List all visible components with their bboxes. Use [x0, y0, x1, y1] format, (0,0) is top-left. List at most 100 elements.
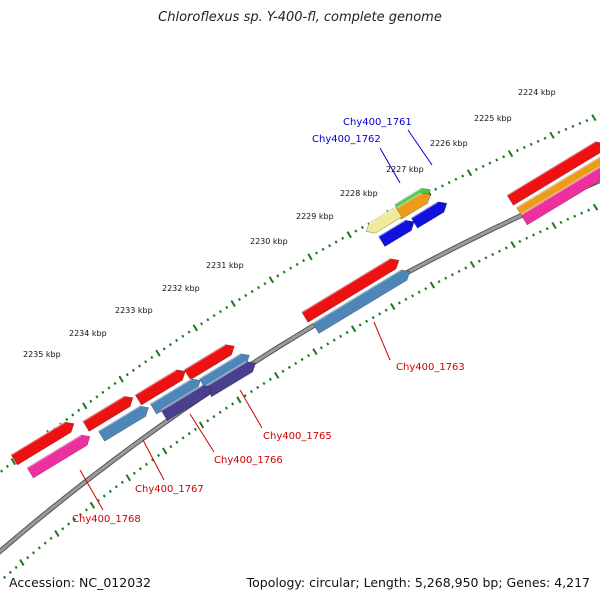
scale-tick: [151, 458, 155, 462]
gene-arrow: [365, 206, 403, 234]
scale-tick: [89, 501, 96, 509]
map-title: Chloroflexus sp. Y-400-fl, complete geno…: [158, 10, 442, 25]
scale-tick: [350, 325, 357, 333]
scale-tick: [319, 346, 323, 350]
scale-tick: [89, 399, 93, 403]
gene-arrow-highlight: [82, 395, 125, 422]
scale-tick: [132, 471, 136, 475]
scale-tick: [144, 462, 148, 466]
scale-tick: [77, 408, 81, 412]
scale-tick: [440, 184, 444, 188]
scale-label: 2235 kbp: [23, 350, 61, 359]
scale-tick: [157, 453, 161, 457]
scale-tick: [307, 353, 311, 358]
gene-arrow-highlight: [516, 155, 600, 209]
scale-tick: [557, 130, 561, 134]
scale-label: 2231 kbp: [206, 261, 244, 270]
gene-label: Chy400_1765: [263, 431, 332, 442]
scale-tick: [181, 334, 185, 338]
scale-tick: [571, 124, 575, 128]
scale-tick: [5, 464, 9, 468]
scale-tick: [249, 389, 253, 394]
scale-tick: [54, 529, 60, 538]
scale-tick: [474, 167, 478, 172]
scale-tick: [96, 499, 100, 503]
scale-tick: [84, 508, 88, 512]
scale-tick: [461, 174, 465, 178]
scale-tick: [454, 177, 458, 181]
scale-tick: [360, 225, 364, 230]
scale-tick: [559, 220, 563, 224]
gene-label-connector: [379, 147, 401, 184]
gene-label-connector: [142, 439, 165, 481]
scale-tick: [73, 517, 77, 521]
scale-tick: [587, 208, 591, 212]
scale-tick: [538, 230, 542, 234]
gene-arrow-highlight: [368, 205, 397, 224]
scale-tick: [578, 121, 582, 126]
scale-tick: [67, 522, 71, 526]
gene-arrow: [149, 378, 201, 415]
gene-arrow: [410, 201, 448, 229]
scale-tick: [169, 445, 173, 449]
scale-tick: [591, 114, 597, 122]
inner-scale-ticks: [0, 203, 599, 584]
scale-tick: [8, 570, 12, 574]
scale-tick: [230, 299, 236, 307]
gene-arrow-highlight: [506, 140, 596, 196]
gene-arrow-highlight: [26, 434, 82, 469]
scale-tick: [120, 480, 124, 484]
scale-label: 2228 kbp: [340, 189, 378, 198]
scale-tick: [477, 259, 481, 263]
gene-arrow: [516, 156, 600, 219]
gene-arrow: [520, 166, 600, 226]
gene-arrow-highlight: [149, 378, 192, 405]
scale-tick: [150, 355, 154, 359]
scale-tick: [263, 282, 267, 286]
scale-tick: [536, 139, 540, 143]
scale-tick: [102, 494, 106, 498]
gene-arrow-highlight: [312, 269, 402, 325]
scale-label: 2225 kbp: [474, 114, 512, 123]
scale-tick: [10, 458, 17, 466]
accession-text: Accession: NC_012032: [9, 575, 152, 590]
gene-arrow-highlight: [160, 384, 203, 412]
scale-tick: [95, 395, 99, 399]
scale-tick: [243, 394, 247, 398]
scale-tick: [543, 136, 547, 140]
scale-tick: [231, 402, 235, 406]
scale-tick: [491, 252, 495, 257]
scale-tick: [187, 330, 191, 334]
scale-tick: [551, 222, 557, 230]
gene-arrow-highlight: [10, 421, 66, 456]
scale-tick: [518, 239, 522, 243]
scale-tick: [464, 266, 468, 270]
scale-tick: [312, 348, 318, 356]
scale-tick: [212, 314, 216, 318]
scale-tick: [37, 546, 41, 550]
scale-tick: [481, 164, 485, 168]
scale-tick: [78, 512, 83, 517]
scale-tick: [108, 489, 112, 493]
scale-tick: [371, 315, 375, 320]
scale-tick: [488, 161, 492, 165]
scale-tick: [262, 381, 266, 386]
gene-arrow: [204, 361, 256, 398]
scale-tick: [14, 565, 18, 570]
scale-tick: [268, 276, 275, 284]
scale-tick: [294, 361, 298, 366]
scale-tick: [131, 368, 135, 372]
scale-tick: [457, 269, 461, 273]
scale-tick: [300, 357, 304, 362]
scale-tick: [566, 217, 570, 221]
scale-tick: [218, 309, 222, 314]
scale-tick: [175, 338, 179, 343]
scale-tick: [404, 297, 408, 301]
scale-tick: [256, 385, 260, 390]
scale-tick: [107, 386, 111, 390]
scale-label: 2229 kbp: [296, 212, 334, 221]
scale-tick: [162, 447, 168, 455]
gene-label-connector: [239, 389, 263, 429]
gene-label: Chy400_1767: [135, 484, 204, 495]
